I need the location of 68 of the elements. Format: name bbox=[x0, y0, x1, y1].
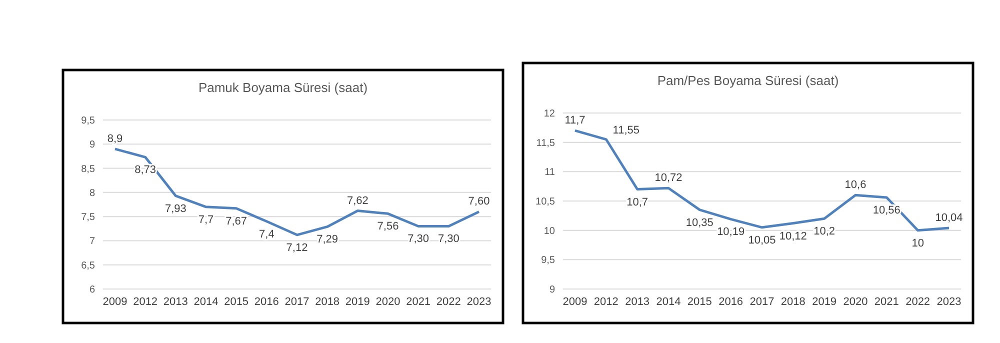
y-tick-label: 9,5 bbox=[81, 116, 96, 126]
x-tick-label: 2021 bbox=[874, 296, 899, 308]
x-tick-label: 2023 bbox=[936, 296, 962, 308]
x-tick-label: 2016 bbox=[718, 296, 744, 308]
data-label: 10 bbox=[912, 237, 924, 250]
data-label: 7,4 bbox=[259, 228, 274, 240]
x-tick-label: 2009 bbox=[562, 296, 588, 308]
x-tick-label: 2014 bbox=[656, 296, 681, 308]
x-tick-label: 2018 bbox=[315, 296, 340, 308]
data-label: 11,7 bbox=[564, 114, 586, 127]
data-label: 7,56 bbox=[377, 220, 399, 233]
data-label: 8,9 bbox=[107, 132, 123, 145]
y-tick-label: 10,5 bbox=[536, 196, 556, 208]
data-label: 7,67 bbox=[226, 215, 248, 228]
x-tick-label: 2021 bbox=[406, 296, 431, 308]
x-tick-label: 2012 bbox=[133, 296, 158, 308]
y-tick-label: 9,5 bbox=[541, 255, 556, 266]
x-tick-label: 2020 bbox=[843, 296, 868, 308]
x-tick-label: 2017 bbox=[284, 296, 310, 308]
y-tick-label: 9 bbox=[89, 140, 96, 151]
x-tick-label: 2023 bbox=[466, 296, 492, 308]
chart-title: Pamuk Boyama Süresi (saat) bbox=[198, 80, 368, 95]
data-label: 10,6 bbox=[844, 179, 866, 192]
x-tick-label: 2022 bbox=[906, 296, 930, 308]
x-tick-label: 2018 bbox=[780, 296, 806, 308]
data-label: 7,62 bbox=[346, 194, 368, 207]
data-label: 7,30 bbox=[408, 233, 430, 246]
x-tick-label: 2013 bbox=[625, 296, 650, 308]
data-label: 7,7 bbox=[198, 214, 214, 226]
chart-title: Pam/Pes Boyama Süresi (saat) bbox=[657, 73, 839, 88]
data-label: 7,29 bbox=[316, 234, 338, 246]
y-tick-label: 12 bbox=[544, 108, 556, 120]
data-label: 7,60 bbox=[468, 196, 490, 208]
data-label: 8,73 bbox=[134, 164, 156, 176]
data-label: 10,04 bbox=[935, 212, 963, 224]
x-tick-label: 2019 bbox=[812, 296, 837, 308]
y-tick-label: 8 bbox=[89, 188, 96, 199]
x-tick-label: 2015 bbox=[224, 296, 249, 308]
data-label: 10,05 bbox=[748, 234, 776, 246]
data-label: 7,12 bbox=[286, 242, 308, 254]
data-label: 7,93 bbox=[164, 202, 186, 215]
data-label: 10,12 bbox=[779, 230, 807, 242]
data-label: 10,2 bbox=[814, 226, 836, 238]
y-tick-label: 11,5 bbox=[536, 138, 556, 149]
data-label: 10,19 bbox=[717, 226, 745, 238]
data-label: 7,30 bbox=[438, 233, 460, 246]
data-label: 11,55 bbox=[612, 124, 640, 136]
data-label: 10,72 bbox=[654, 172, 682, 184]
data-label: 10,7 bbox=[626, 196, 648, 208]
x-tick-label: 2022 bbox=[436, 296, 461, 308]
data-label: 10,35 bbox=[686, 216, 714, 229]
x-tick-label: 2014 bbox=[194, 296, 218, 308]
y-tick-label: 6,5 bbox=[81, 260, 96, 272]
x-tick-label: 2015 bbox=[687, 296, 712, 308]
y-tick-label: 11 bbox=[544, 167, 556, 178]
x-tick-label: 2012 bbox=[594, 296, 618, 308]
y-tick-label: 10 bbox=[544, 226, 556, 237]
x-tick-label: 2016 bbox=[254, 296, 279, 308]
y-tick-label: 7 bbox=[89, 236, 96, 248]
x-tick-label: 2009 bbox=[102, 296, 128, 308]
x-tick-label: 2019 bbox=[345, 296, 370, 308]
x-tick-label: 2013 bbox=[163, 296, 188, 308]
y-tick-label: 9 bbox=[549, 284, 556, 296]
y-tick-label: 8,5 bbox=[81, 164, 96, 175]
x-tick-label: 2017 bbox=[750, 296, 774, 308]
y-tick-label: 6 bbox=[89, 284, 96, 296]
x-tick-label: 2020 bbox=[376, 296, 400, 308]
y-tick-label: 7,5 bbox=[81, 212, 96, 224]
